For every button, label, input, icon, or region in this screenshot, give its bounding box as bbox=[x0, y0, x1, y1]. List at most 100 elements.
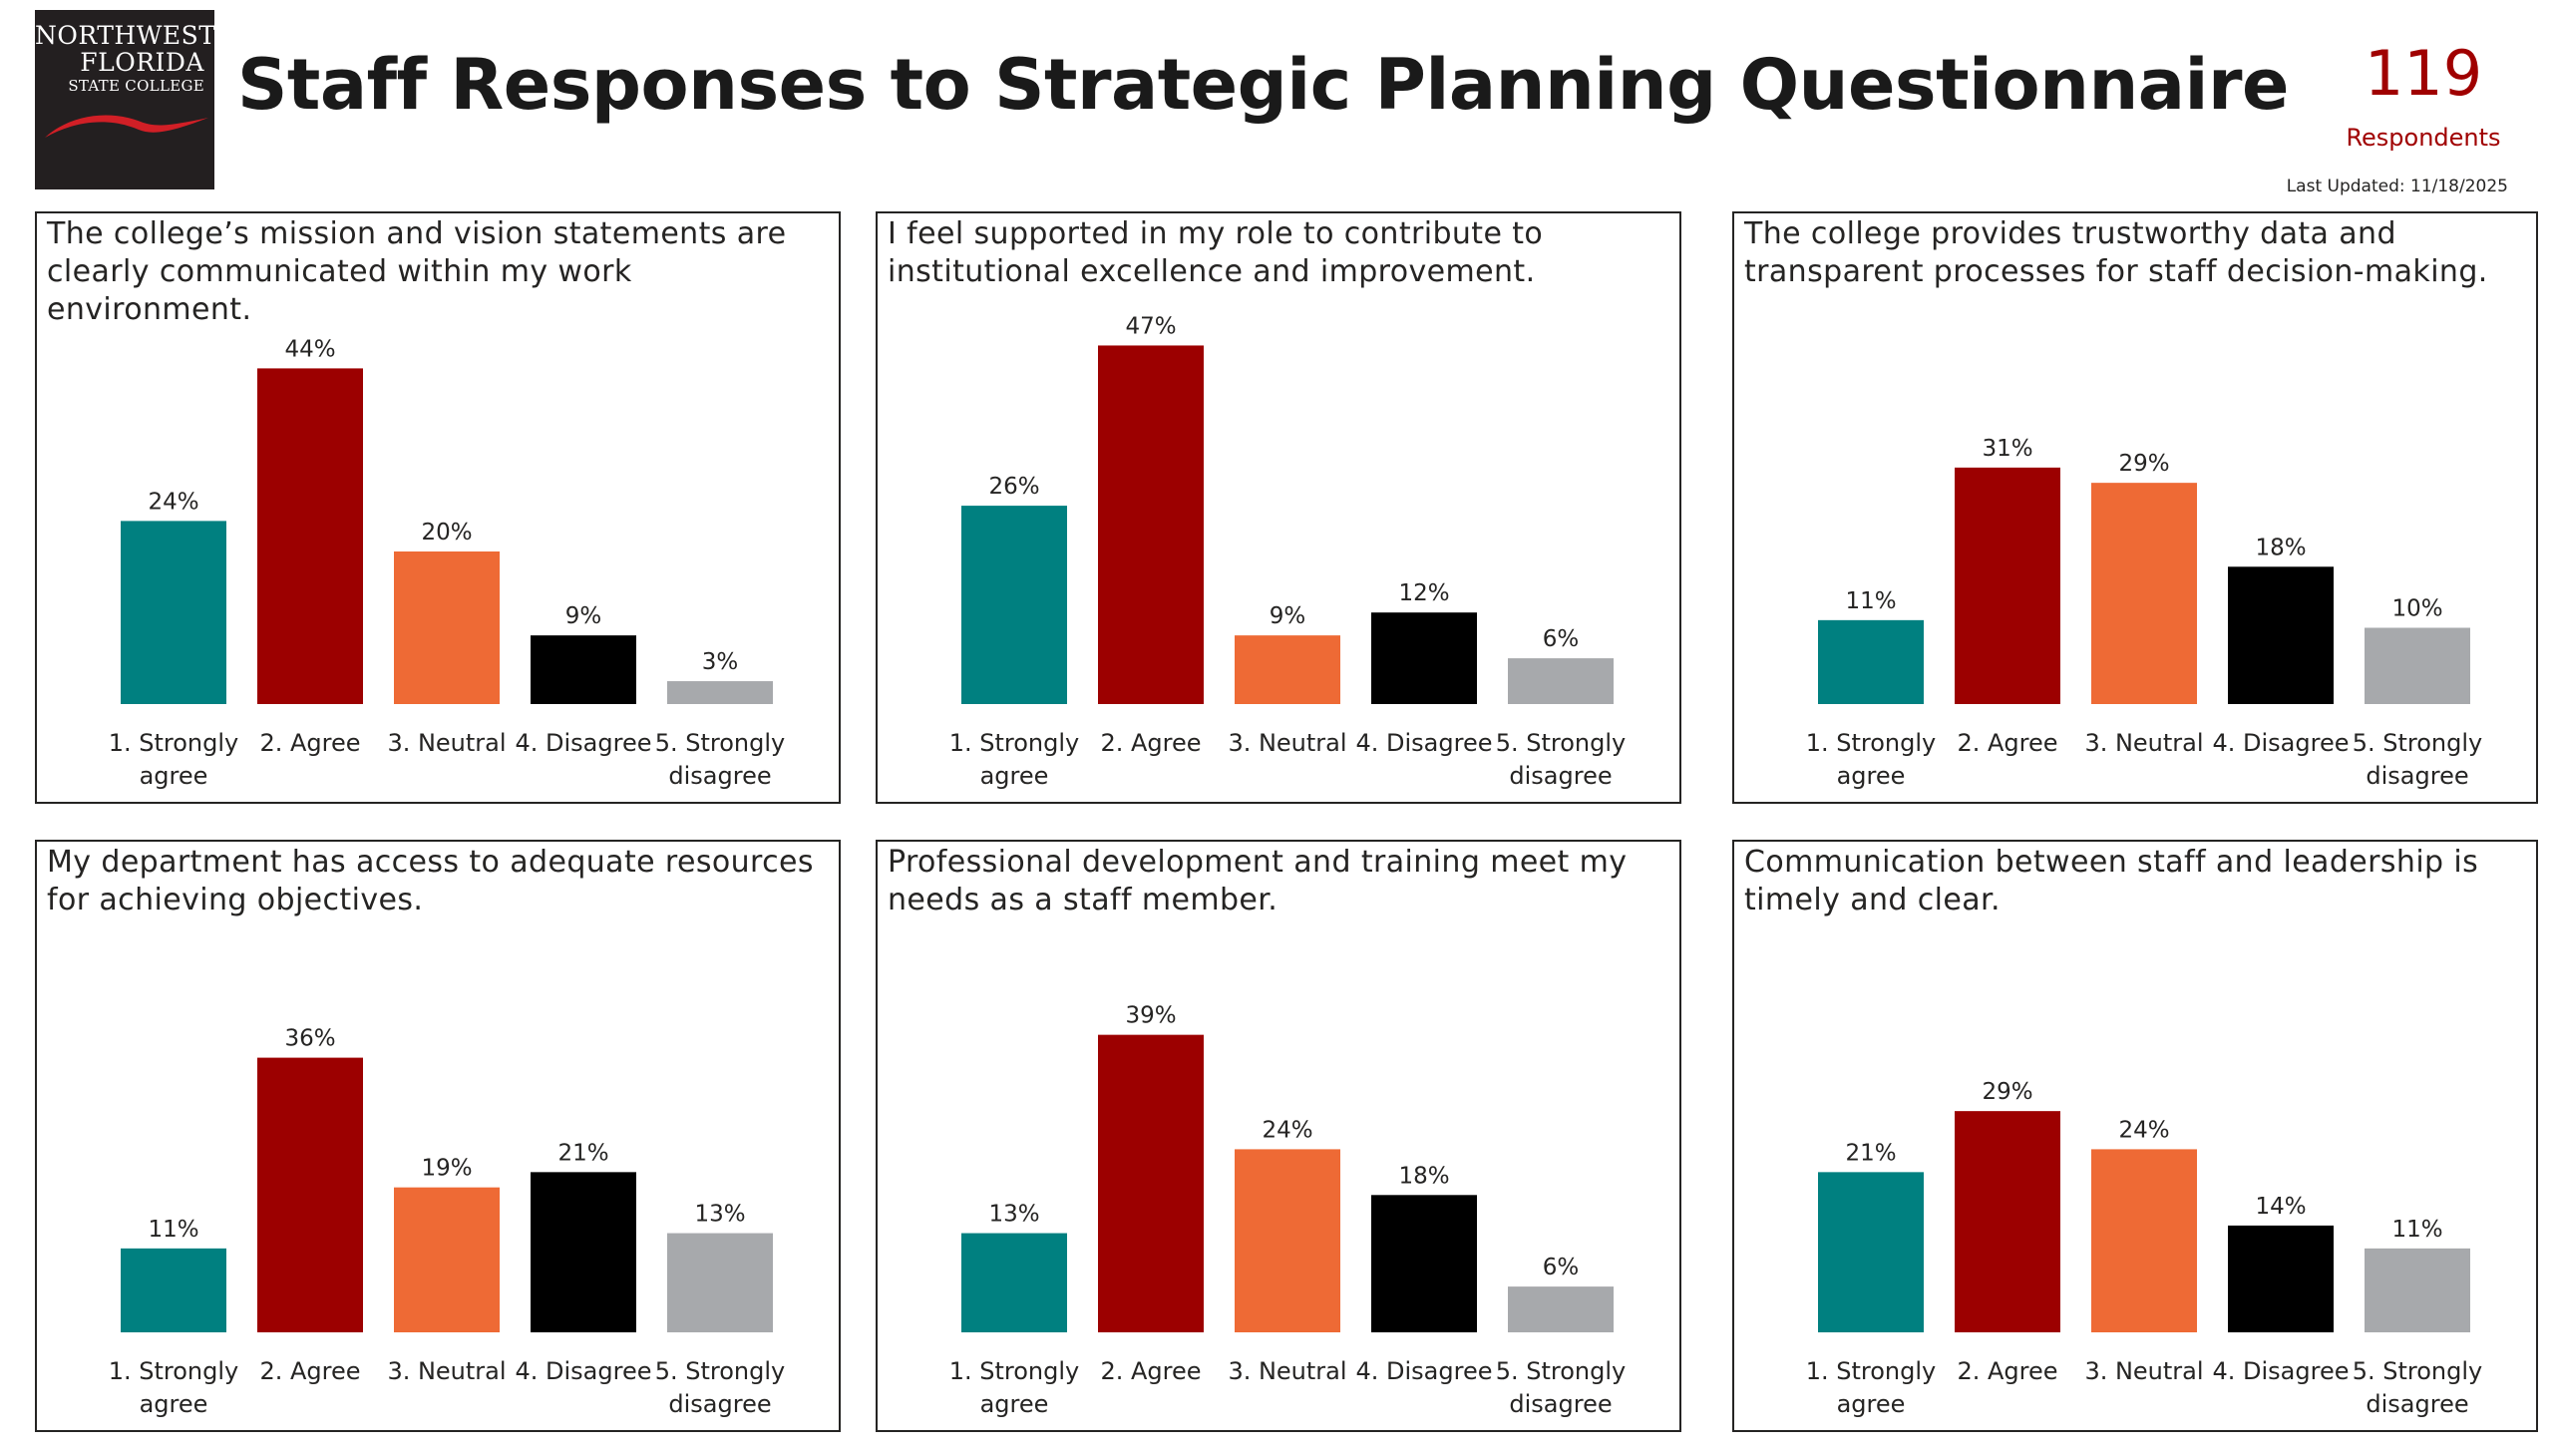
bar-chart-resources: 11% 1. Strongly agree 36% 2. Agree 19% 3. Neut… bbox=[109, 1026, 786, 1418]
category-label-5: 5. Strongly disagree bbox=[1496, 729, 1627, 790]
category-label-4: 4. Disagree bbox=[516, 1357, 652, 1385]
data-label-2: 36% bbox=[284, 1026, 335, 1052]
data-label-4: 14% bbox=[2255, 1194, 2306, 1220]
category-label-1: 1. Strongly agree bbox=[949, 729, 1080, 790]
bar-3[interactable] bbox=[2091, 1149, 2197, 1332]
category-label-2: 2. Agree bbox=[259, 729, 360, 757]
data-label-4: 12% bbox=[1398, 580, 1449, 606]
data-label-5: 10% bbox=[2391, 596, 2442, 622]
question-title: My department has access to adequate res… bbox=[47, 845, 814, 917]
logo-line-1: NORTHWEST bbox=[35, 21, 216, 50]
bar-chart-development: 13% 1. Strongly agree 39% 2. Agree 24% 3. Neut… bbox=[949, 1003, 1627, 1418]
data-label-5: 6% bbox=[1543, 1255, 1580, 1280]
bar-5[interactable] bbox=[667, 1233, 773, 1332]
category-label-2: 2. Agree bbox=[259, 1357, 360, 1385]
respondent-label: Respondents bbox=[2346, 124, 2501, 152]
category-label-4: 4. Disagree bbox=[1356, 729, 1493, 757]
bar-2[interactable] bbox=[1955, 467, 2060, 704]
data-label-3: 24% bbox=[1262, 1117, 1312, 1143]
category-label-3: 3. Neutral bbox=[387, 1357, 506, 1385]
bar-5[interactable] bbox=[1508, 658, 1614, 704]
respondent-count: 119 bbox=[2364, 37, 2483, 110]
last-updated: Last Updated: 11/18/2025 bbox=[2286, 177, 2508, 196]
data-label-1: 13% bbox=[988, 1202, 1039, 1228]
category-label-1: 1. Strongly agree bbox=[109, 729, 239, 790]
bar-1[interactable] bbox=[1818, 1172, 1924, 1332]
data-label-4: 18% bbox=[2255, 535, 2306, 560]
category-label-4: 4. Disagree bbox=[1356, 1357, 1493, 1385]
category-label-1: 1. Strongly agree bbox=[949, 1357, 1080, 1418]
bar-4[interactable] bbox=[531, 1172, 636, 1332]
bar-3[interactable] bbox=[1235, 1149, 1340, 1332]
bar-4[interactable] bbox=[1371, 612, 1477, 704]
data-label-1: 24% bbox=[148, 489, 198, 515]
category-label-4: 4. Disagree bbox=[2213, 729, 2350, 757]
data-label-3: 20% bbox=[421, 520, 472, 546]
bar-5[interactable] bbox=[667, 681, 773, 704]
bar-3[interactable] bbox=[394, 1187, 500, 1332]
category-label-1: 1. Strongly agree bbox=[1806, 729, 1937, 790]
question-title: The college’s mission and vision stateme… bbox=[47, 216, 787, 327]
bar-2[interactable] bbox=[1955, 1111, 2060, 1332]
bar-1[interactable] bbox=[121, 1248, 226, 1332]
bar-4[interactable] bbox=[2228, 1225, 2334, 1332]
bar-5[interactable] bbox=[2365, 627, 2470, 705]
category-label-2: 2. Agree bbox=[1100, 729, 1201, 757]
category-label-4: 4. Disagree bbox=[516, 729, 652, 757]
bar-chart-mission: 24% 1. Strongly agree 44% 2. Agree 20% 3. Neut… bbox=[109, 336, 786, 790]
bar-4[interactable] bbox=[1371, 1195, 1477, 1332]
chart-panel-communication: Communication between staff and leadersh… bbox=[1732, 840, 2538, 1432]
category-label-5: 5. Strongly disagree bbox=[2353, 729, 2483, 790]
category-label-3: 3. Neutral bbox=[2084, 729, 2203, 757]
logo-line-3: STATE COLLEGE bbox=[68, 77, 204, 95]
category-label-2: 2. Agree bbox=[1100, 1357, 1201, 1385]
data-label-1: 26% bbox=[988, 474, 1039, 500]
bar-1[interactable] bbox=[1818, 619, 1924, 704]
category-label-1: 1. Strongly agree bbox=[109, 1357, 239, 1418]
bar-2[interactable] bbox=[257, 368, 363, 704]
logo-line-2: FLORIDA bbox=[80, 48, 204, 77]
bar-1[interactable] bbox=[121, 521, 226, 704]
bar-4[interactable] bbox=[2228, 566, 2334, 704]
data-label-4: 21% bbox=[557, 1140, 608, 1166]
data-label-5: 13% bbox=[694, 1202, 745, 1228]
bar-3[interactable] bbox=[2091, 483, 2197, 704]
data-label-2: 29% bbox=[1982, 1079, 2032, 1105]
page-title: Staff Responses to Strategic Planning Qu… bbox=[237, 44, 2290, 126]
chart-panel-development: Professional development and training me… bbox=[876, 840, 1681, 1432]
question-title: I feel supported in my role to contribut… bbox=[888, 216, 1544, 289]
data-label-4: 18% bbox=[1398, 1163, 1449, 1189]
data-label-1: 21% bbox=[1845, 1140, 1896, 1166]
bar-2[interactable] bbox=[1098, 345, 1204, 704]
bar-2[interactable] bbox=[257, 1057, 363, 1332]
bar-2[interactable] bbox=[1098, 1034, 1204, 1332]
category-label-5: 5. Strongly disagree bbox=[655, 1357, 786, 1418]
category-label-1: 1. Strongly agree bbox=[1806, 1357, 1937, 1418]
data-label-2: 31% bbox=[1982, 436, 2032, 462]
chart-panel-resources: My department has access to adequate res… bbox=[35, 840, 841, 1432]
category-label-4: 4. Disagree bbox=[2213, 1357, 2350, 1385]
data-label-5: 6% bbox=[1543, 626, 1580, 652]
bar-chart-support: 26% 1. Strongly agree 47% 2. Agree 9% 3. Neutr… bbox=[949, 313, 1627, 790]
chart-panel-data: The college provides trustworthy data an… bbox=[1732, 211, 2538, 804]
data-label-2: 44% bbox=[284, 336, 335, 362]
data-label-3: 19% bbox=[421, 1156, 472, 1182]
bar-3[interactable] bbox=[394, 551, 500, 704]
bar-5[interactable] bbox=[1508, 1286, 1614, 1332]
data-label-3: 24% bbox=[2118, 1117, 2169, 1143]
bar-4[interactable] bbox=[531, 635, 636, 704]
college-logo: NORTHWEST FLORIDA STATE COLLEGE bbox=[35, 10, 216, 189]
data-label-4: 9% bbox=[565, 603, 602, 629]
logo-swoosh-icon bbox=[45, 115, 208, 138]
category-label-5: 5. Strongly disagree bbox=[1496, 1357, 1627, 1418]
question-title: Communication between staff and leadersh… bbox=[1744, 845, 2479, 917]
bar-1[interactable] bbox=[961, 1233, 1067, 1332]
chart-panel-mission: The college’s mission and vision stateme… bbox=[35, 211, 841, 804]
bar-3[interactable] bbox=[1235, 635, 1340, 704]
question-title: The college provides trustworthy data an… bbox=[1744, 216, 2488, 289]
category-label-3: 3. Neutral bbox=[387, 729, 506, 757]
bar-5[interactable] bbox=[2365, 1248, 2470, 1332]
bar-1[interactable] bbox=[961, 506, 1067, 704]
category-label-2: 2. Agree bbox=[1957, 1357, 2057, 1385]
data-label-1: 11% bbox=[148, 1217, 198, 1243]
